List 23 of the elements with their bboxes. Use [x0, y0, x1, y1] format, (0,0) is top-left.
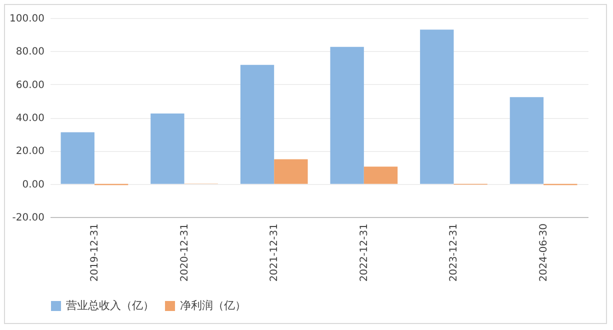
- bar: [510, 97, 544, 184]
- y-tick-label: 60.00: [16, 80, 44, 91]
- legend-label: 营业总收入（亿）: [66, 299, 154, 312]
- legend-label: 净利润（亿）: [180, 299, 246, 312]
- x-tick-label: 2021-12-31: [269, 224, 280, 282]
- x-tick-label: 2023-12-31: [448, 224, 460, 282]
- y-tick-label: 0.00: [22, 179, 44, 190]
- y-tick-label: 100.00: [10, 14, 44, 24]
- x-tick-label: 2019-12-31: [89, 224, 100, 282]
- bar: [240, 64, 274, 184]
- x-tick-label: 2022-12-31: [358, 224, 370, 282]
- y-tick-label: 80.00: [16, 46, 44, 58]
- y-tick-label: 20.00: [16, 146, 44, 158]
- x-tick-label: 2024-06-30: [538, 224, 550, 282]
- y-tick-label: -20.00: [12, 212, 44, 224]
- bar: [364, 166, 398, 184]
- bar: [420, 30, 454, 184]
- x-tick-label: 2020-12-31: [179, 224, 190, 282]
- bar: [60, 132, 94, 184]
- y-tick-label: 40.00: [16, 113, 44, 124]
- bar: [150, 114, 184, 184]
- bar: [330, 46, 364, 184]
- bar: [274, 159, 308, 184]
